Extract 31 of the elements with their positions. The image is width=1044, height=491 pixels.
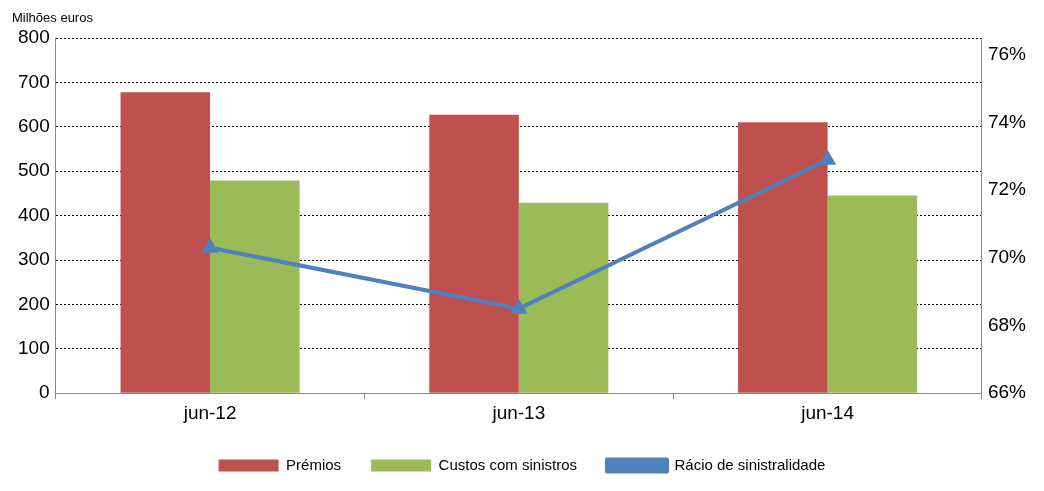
y2-tick-label: 76%: [987, 43, 1027, 65]
bar: [738, 122, 828, 393]
point: [202, 239, 218, 253]
y-tick-label: 500: [18, 159, 50, 181]
x-tick-label: jun-12: [182, 401, 237, 423]
point: [511, 300, 527, 314]
y2-tick-label: 72%: [987, 178, 1027, 200]
legend-label: Rácio de sinistralidade: [674, 455, 826, 473]
y2-tick-label: 66%: [987, 381, 1027, 403]
legend-label: Prémios: [286, 455, 342, 473]
y-tick-label: 800: [18, 26, 50, 48]
x-tick-label: jun-14: [800, 401, 855, 423]
y-tick-label: 400: [18, 203, 50, 225]
bar: [429, 114, 519, 393]
bar: [827, 195, 918, 393]
legend-label: Custos com sinistros: [438, 455, 577, 473]
y-tick-label: 100: [18, 337, 50, 359]
bar: [210, 180, 300, 393]
y-tick-label: 0: [39, 381, 50, 403]
bar: [120, 92, 211, 393]
point: [820, 151, 835, 165]
y2-tick-label: 68%: [987, 313, 1027, 335]
y-tick-label: 300: [18, 248, 50, 270]
x-tick-label: jun-13: [491, 401, 546, 423]
y-tick-label: 200: [18, 292, 50, 314]
y2-tick-label: 70%: [987, 246, 1027, 268]
y2-tick-label: 74%: [987, 110, 1027, 132]
y-axis-title: Milhões euros: [12, 10, 94, 26]
y-tick-label: 700: [18, 70, 50, 92]
y-tick-label: 600: [18, 115, 50, 137]
bar: [518, 202, 609, 393]
